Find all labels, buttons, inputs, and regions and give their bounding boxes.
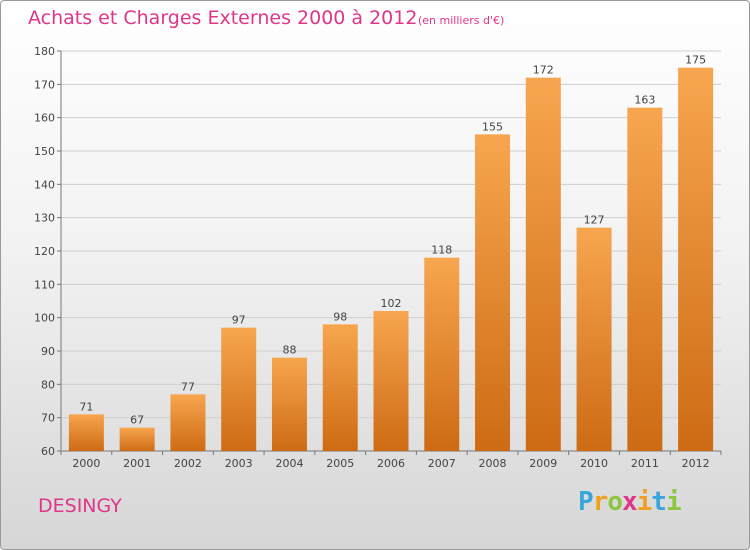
bar-2012 — [678, 67, 714, 452]
x-tick-label: 2009 — [529, 457, 557, 470]
y-tick-label: 180 — [34, 45, 55, 58]
x-axis-ticks: 2000 2001 2002 2003 2004 2005 2006 2007 2008 2009… — [60, 451, 722, 470]
bar-2011 — [627, 107, 663, 452]
bar-value-label: 118 — [431, 244, 452, 257]
x-tick-label: 2001 — [123, 457, 151, 470]
y-tick-label: 60 — [41, 445, 55, 458]
y-tick-label: 160 — [34, 112, 55, 125]
bar-2006 — [373, 311, 409, 451]
x-tick-label: 2000 — [72, 457, 100, 470]
bar-2000 — [68, 414, 104, 451]
x-tick-label: 2004 — [275, 457, 303, 470]
bars: 71 67 77 97 88 98 102 118 155 172 127 163 175 — [68, 54, 714, 452]
x-tick-label: 2005 — [326, 457, 354, 470]
bar-value-label: 172 — [533, 64, 554, 77]
chart-unit: (en milliers d'€) — [418, 14, 505, 27]
bar-2002 — [170, 394, 206, 451]
y-tick-label: 80 — [41, 378, 55, 391]
bar-value-label: 77 — [181, 380, 195, 393]
y-tick-label: 130 — [34, 212, 55, 225]
bar-value-label: 163 — [634, 94, 655, 107]
bar-value-label: 98 — [333, 310, 347, 323]
bar-value-label: 127 — [584, 214, 605, 227]
bar-2010 — [576, 227, 612, 451]
y-tick-label: 170 — [34, 78, 55, 91]
y-tick-label: 110 — [34, 278, 55, 291]
logo-letter: r — [592, 487, 609, 517]
x-tick-label: 2008 — [479, 457, 507, 470]
bar-value-label: 88 — [282, 344, 296, 357]
x-tick-label: 2006 — [377, 457, 405, 470]
x-tick-label: 2007 — [428, 457, 456, 470]
bar-2001 — [119, 427, 155, 451]
bar-2005 — [322, 324, 358, 451]
place-name: DESINGY — [38, 495, 122, 517]
logo-letter: i — [636, 487, 653, 517]
logo-letter: i — [665, 487, 682, 517]
x-tick-label: 2012 — [682, 457, 710, 470]
bar-2003 — [221, 327, 257, 451]
bar-2007 — [424, 257, 460, 451]
y-axis-ticks: 60 70 80 90 100 110 120 130 140 150 160 170 180 — [34, 45, 61, 458]
x-tick-label: 2010 — [580, 457, 608, 470]
bar-value-label: 67 — [130, 414, 144, 427]
x-tick-label: 2011 — [631, 457, 659, 470]
bar-value-label: 175 — [685, 54, 706, 67]
bar-2008 — [475, 134, 511, 452]
bar-value-label: 71 — [79, 400, 93, 413]
y-tick-label: 150 — [34, 145, 55, 158]
logo-letter: x — [621, 487, 638, 517]
x-tick-label: 2002 — [174, 457, 202, 470]
logo-letter: t — [651, 487, 667, 517]
bar-value-label: 155 — [482, 120, 503, 133]
bar-value-label: 102 — [381, 297, 402, 310]
y-tick-label: 90 — [41, 345, 55, 358]
y-tick-label: 140 — [34, 178, 55, 191]
y-tick-label: 120 — [34, 245, 55, 258]
bar-2004 — [271, 357, 307, 451]
bar-value-label: 97 — [232, 314, 246, 327]
chart-title: Achats et Charges Externes 2000 à 2012 — [28, 7, 418, 29]
proxiti-logo: Proxiti — [578, 487, 682, 517]
logo-letter: P — [578, 487, 594, 517]
logo-letter: o — [607, 487, 623, 517]
x-tick-label: 2003 — [225, 457, 253, 470]
y-tick-label: 70 — [41, 412, 55, 425]
bar-2009 — [525, 77, 561, 452]
y-tick-label: 100 — [34, 312, 55, 325]
